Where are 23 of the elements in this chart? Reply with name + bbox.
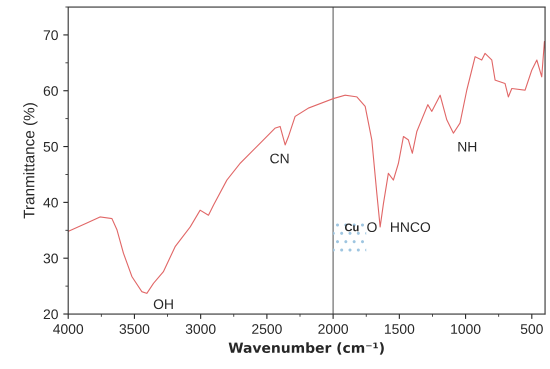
annotation: NH	[458, 142, 476, 152]
x-tick-label: 2500	[252, 324, 282, 334]
annotation: CN	[270, 154, 289, 164]
x-tick-label: 3000	[186, 324, 216, 334]
annotation: HNCO	[391, 222, 430, 232]
y-tick-label: 50	[44, 142, 58, 152]
y-axis-title: Tranmittance (%)	[23, 103, 38, 218]
annotation: OH	[154, 299, 173, 310]
y-tick-label: 60	[44, 86, 58, 96]
y-tick-label: 40	[43, 198, 58, 208]
x-tick-label: 2000	[318, 324, 348, 334]
x-tick-label: 1500	[384, 324, 414, 334]
y-tick-label: 30	[44, 254, 58, 264]
annotation: Cu	[344, 223, 359, 232]
x-axis-title: Wavenumber (cm⁻¹)	[228, 342, 384, 355]
y-tick-label: 20	[44, 309, 58, 320]
y-tick-label: 70	[44, 30, 58, 40]
x-tick-label: 500	[520, 324, 543, 334]
line-series	[68, 41, 545, 294]
x-tick-label: 3500	[120, 324, 150, 334]
x-tick-label: 4000	[53, 324, 84, 334]
x-tick-label: 1000	[451, 324, 480, 334]
annotation: O	[367, 222, 377, 232]
